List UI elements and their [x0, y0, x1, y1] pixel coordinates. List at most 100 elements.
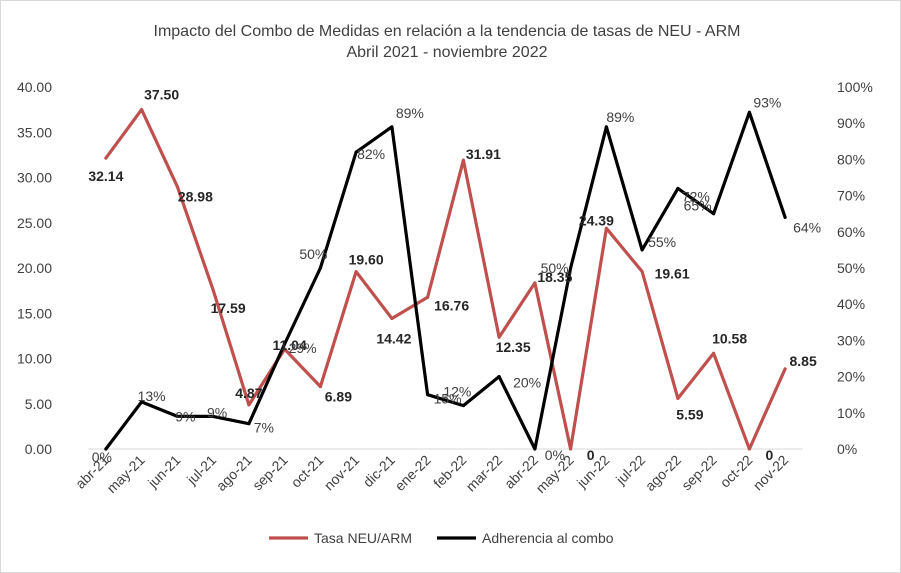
- x-tick-label: oct-22: [717, 452, 756, 491]
- right-axis: 0% 10% 20% 30% 40% 50% 60% 70% 80% 90% 100%: [837, 79, 873, 457]
- data-point-adherencia: [354, 150, 358, 154]
- data-point-adherencia: [247, 422, 251, 426]
- y-right-tick-label: 40%: [837, 296, 865, 312]
- y-left-tick-label: 5.00: [25, 396, 52, 412]
- data-label-tasa: 18.35: [537, 269, 572, 285]
- data-point-adherencia: [426, 393, 430, 397]
- data-label-adherencia: 0%: [545, 447, 565, 463]
- y-left-tick-label: 0.00: [25, 441, 52, 457]
- x-tick-label: sep-22: [678, 452, 720, 494]
- data-point-adherencia: [211, 414, 215, 418]
- data-point-adherencia: [604, 125, 608, 129]
- y-right-tick-label: 60%: [837, 224, 865, 240]
- data-point-tasa: [426, 295, 430, 299]
- y-left-tick-label: 40.00: [17, 79, 52, 95]
- legend-label-adherencia: Adherencia al combo: [482, 530, 614, 546]
- data-point-tasa: [569, 447, 573, 451]
- data-point-tasa: [640, 270, 644, 274]
- data-point-tasa: [104, 156, 108, 160]
- data-label-adherencia: 20%: [513, 375, 541, 391]
- y-right-tick-label: 50%: [837, 260, 865, 276]
- y-right-tick-label: 0%: [837, 441, 857, 457]
- data-point-tasa: [461, 158, 465, 162]
- y-left-tick-label: 25.00: [17, 215, 52, 231]
- y-left-tick-label: 30.00: [17, 170, 52, 186]
- data-label-tasa: 24.39: [579, 212, 614, 228]
- y-left-tick-label: 15.00: [17, 305, 52, 321]
- data-point-tasa: [783, 367, 787, 371]
- x-tick-label: ago-22: [642, 452, 684, 494]
- data-label-adherencia: 64%: [793, 219, 821, 235]
- data-point-tasa: [211, 288, 215, 292]
- data-label-tasa: 19.60: [349, 252, 384, 268]
- data-label-tasa: 14.42: [376, 330, 411, 346]
- data-point-adherencia: [175, 414, 179, 418]
- x-tick-label: mar-22: [463, 452, 506, 495]
- data-label-adherencia: 12%: [443, 384, 471, 400]
- series-line-adherencia: [104, 110, 787, 451]
- x-tick-label: jun-21: [144, 452, 184, 492]
- data-point-adherencia: [640, 248, 644, 252]
- data-label-adherencia: 0%: [92, 449, 112, 465]
- data-label-adherencia: 50%: [541, 260, 569, 276]
- y-right-tick-label: 70%: [837, 188, 865, 204]
- data-label-adherencia: 13%: [138, 388, 166, 404]
- data-point-adherencia: [676, 186, 680, 190]
- y-right-tick-label: 100%: [837, 79, 873, 95]
- data-label-adherencia: 29%: [289, 340, 317, 356]
- data-point-adherencia: [390, 125, 394, 129]
- data-label-tasa: 11.04: [272, 337, 306, 353]
- data-label-tasa: 4.87: [235, 385, 262, 401]
- data-label-tasa: 10.58: [712, 330, 747, 346]
- data-point-adherencia: [318, 266, 322, 270]
- data-point-adherencia: [712, 212, 716, 216]
- data-label-adherencia: 72%: [682, 188, 710, 204]
- data-point-tasa: [497, 335, 501, 339]
- data-point-tasa: [318, 385, 322, 389]
- data-label-adherencia: 82%: [357, 146, 385, 162]
- data-point-tasa: [140, 108, 144, 112]
- data-point-tasa: [676, 396, 680, 400]
- data-label-adherencia: 15%: [434, 391, 462, 407]
- chart-title: Impacto del Combo de Medidas en relación…: [154, 23, 741, 40]
- data-point-adherencia: [104, 447, 108, 451]
- x-tick-label: nov-21: [321, 452, 363, 494]
- data-point-tasa: [354, 270, 358, 274]
- data-label-tasa: 31.91: [466, 146, 501, 162]
- data-label-tasa: 16.76: [434, 297, 469, 313]
- y-right-tick-label: 30%: [837, 332, 865, 348]
- data-point-adherencia: [497, 375, 501, 379]
- left-axis: 0.00 5.00 10.00 15.00 20.00 25.00 30.00 35.00 40…: [17, 79, 52, 457]
- data-label-adherencia: 89%: [606, 109, 634, 125]
- series-layer: [104, 107, 787, 451]
- data-point-tasa: [604, 226, 608, 230]
- data-point-adherencia: [283, 342, 287, 346]
- data-label-adherencia: 55%: [648, 234, 676, 250]
- y-right-tick-label: 90%: [837, 115, 865, 131]
- data-label-tasa: 12.35: [496, 339, 531, 355]
- data-point-adherencia: [533, 447, 537, 451]
- y-right-tick-label: 80%: [837, 151, 865, 167]
- data-label-adherencia: 9%: [175, 408, 195, 424]
- data-point-tasa: [747, 447, 751, 451]
- x-tick-label: ene-22: [392, 452, 434, 494]
- data-point-adherencia: [569, 266, 573, 270]
- data-label-tasa: 8.85: [790, 353, 817, 369]
- data-label-adherencia: 7%: [254, 420, 274, 436]
- data-label-tasa: 6.89: [325, 389, 352, 405]
- data-point-tasa: [533, 281, 537, 285]
- data-label-tasa: 28.98: [178, 189, 213, 205]
- data-label-tasa: 0: [587, 447, 595, 463]
- data-point-tasa: [712, 351, 716, 355]
- y-left-tick-label: 20.00: [17, 260, 52, 276]
- y-left-tick-label: 10.00: [17, 351, 52, 367]
- data-label-tasa: 5.59: [676, 406, 703, 422]
- data-label-tasa: 17.59: [211, 300, 246, 316]
- data-label-adherencia: 9%: [207, 404, 227, 420]
- data-label-tasa: 37.50: [144, 87, 179, 103]
- legend-label-tasa: Tasa NEU/ARM: [314, 530, 412, 546]
- data-label-adherencia: 93%: [753, 94, 781, 110]
- series-line-tasa: [104, 107, 787, 451]
